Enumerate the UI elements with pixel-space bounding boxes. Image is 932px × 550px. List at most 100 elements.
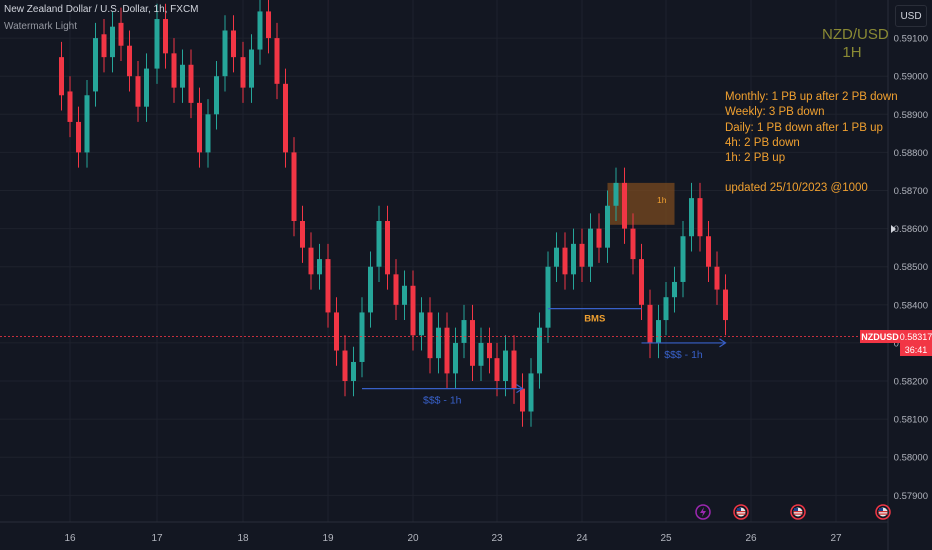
arrow-head [516, 384, 524, 394]
us-flag-event-icon [733, 504, 749, 520]
candle-body [308, 247, 314, 275]
x-tick-label: 27 [830, 533, 842, 544]
candle-body [410, 285, 416, 336]
x-tick-label: 26 [745, 533, 757, 544]
watermark-symbol: NZD/USD [822, 26, 889, 43]
flag-canton [737, 508, 741, 511]
candle-body [197, 102, 202, 153]
x-tick-label: 24 [576, 533, 588, 544]
candle-body [222, 30, 228, 77]
candle-body [427, 312, 433, 359]
candle-body [135, 76, 141, 107]
flag-stripe [793, 513, 803, 515]
candle-body [144, 68, 149, 107]
candle-body [622, 182, 627, 229]
y-tick-label: 0.59100 [894, 34, 928, 45]
y-tick-label: 0.58000 [894, 453, 928, 464]
candle-body [205, 114, 211, 153]
lightning-glyph [700, 507, 706, 517]
candle-body [453, 342, 458, 374]
last-price-label: 0.58317 [899, 330, 932, 344]
candle-body [84, 95, 90, 153]
candle-body [545, 266, 551, 328]
candle-body [118, 22, 124, 46]
candle-body [663, 297, 669, 321]
bms-label: BMS [584, 314, 605, 325]
candle-body [554, 247, 559, 267]
candle-body [706, 236, 711, 267]
supply-zone [607, 182, 675, 225]
candle-body [154, 19, 160, 69]
currency-button[interactable]: USD [895, 5, 927, 27]
bar-countdown: 36:41 [900, 343, 932, 357]
flag-stripe [878, 513, 888, 515]
supply-zone-layer: 1h [607, 182, 675, 225]
candle-body [283, 83, 288, 153]
candle-body [368, 266, 373, 313]
candle-body [579, 243, 585, 267]
candle-body [351, 361, 356, 382]
y-tick-label: 0.58500 [894, 262, 928, 273]
y-tick-label: 0.58900 [894, 110, 928, 121]
candle-body [478, 342, 484, 366]
note-line: updated 25/10/2023 @1000 [725, 182, 868, 195]
event-ring [733, 504, 749, 520]
candle-body [487, 342, 492, 359]
y-tick-label: 0.58100 [894, 415, 928, 426]
candle-body [419, 312, 424, 336]
note-line: Monthly: 1 PB up after 2 PB down [725, 91, 898, 103]
candle-body [240, 57, 246, 88]
candle-body [436, 327, 441, 359]
candle-body [444, 327, 450, 374]
y-tick-label: 0.58700 [894, 186, 928, 197]
candle-body [689, 198, 694, 237]
watermark-timeframe: 1H [842, 44, 862, 61]
candle-body [93, 38, 98, 92]
candle-body [511, 350, 517, 389]
x-tick-label: 16 [64, 533, 76, 544]
lightning-event-icon [695, 504, 711, 520]
zone-label: 1h [657, 195, 667, 205]
y-tick-label: 0.58200 [894, 377, 928, 388]
flag-stripe [736, 511, 746, 513]
scroll-right-icon[interactable] [891, 225, 896, 233]
liquidity-label: $$$ - 1h [423, 395, 462, 407]
candle-body [359, 312, 365, 362]
candle-body [723, 289, 728, 321]
candle-body [630, 228, 636, 260]
candle-body [257, 11, 263, 50]
candle-body [101, 34, 107, 58]
candle-body [503, 350, 508, 382]
y-tick-label: 0.58400 [894, 300, 928, 311]
arrow-head [719, 338, 727, 348]
candle-body [537, 327, 542, 374]
symbol-price-label: NZDUSD [860, 330, 900, 344]
indicator-label[interactable]: Watermark Light [4, 21, 77, 32]
candle-body [274, 38, 280, 84]
candle-body [656, 320, 661, 343]
candle-body [300, 220, 305, 248]
x-tick-label: 17 [151, 533, 163, 544]
symbol-title[interactable]: New Zealand Dollar / U.S. Dollar, 1h, FX… [4, 4, 199, 15]
candle-body [342, 350, 348, 382]
candle-body [334, 312, 339, 351]
candle-body [110, 26, 115, 58]
candle-body [59, 57, 64, 96]
y-tick-label: 0.58800 [894, 148, 928, 159]
annotations-layer: $$$ - 1h BMS $$$ - 1h [0, 308, 888, 407]
candle-body [680, 236, 686, 282]
candle-body [494, 358, 500, 382]
candle-body [76, 121, 81, 153]
candle-body [571, 243, 576, 275]
analysis-notes: Monthly: 1 PB up after 2 PB down Weekly:… [725, 90, 898, 197]
x-tick-label: 25 [660, 533, 672, 544]
candle-body [562, 247, 568, 275]
candle-body [613, 182, 619, 206]
candle-body [402, 285, 407, 305]
event-ring [875, 504, 891, 520]
event-ring [695, 504, 711, 520]
candle-body [163, 19, 168, 54]
candle-body [385, 220, 390, 275]
flag-stripe [736, 513, 746, 515]
